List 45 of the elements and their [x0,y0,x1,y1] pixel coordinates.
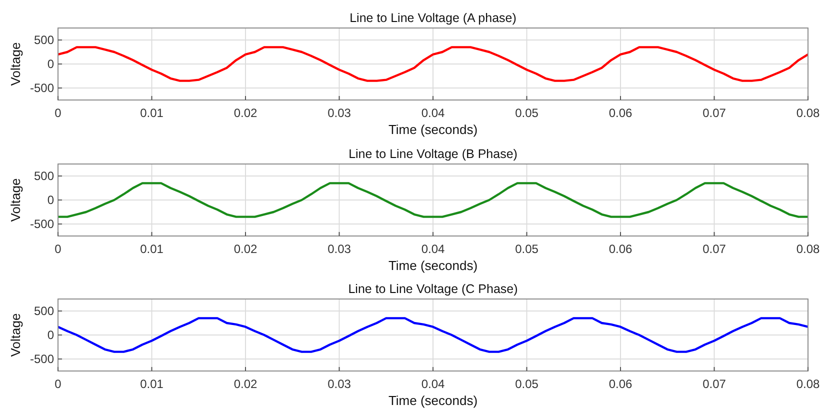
x-tick-label: 0.04 [421,242,445,256]
x-tick-label: 0.01 [140,377,164,391]
x-axis-title: Time (seconds) [388,258,478,273]
y-tick-label: -500 [30,217,54,231]
chart-title: Line to Line Voltage (A phase) [350,11,516,25]
x-tick-label: 0.02 [234,242,258,256]
x-axis-title: Time (seconds) [388,122,478,137]
y-tick-label: -500 [30,81,54,95]
x-tick-label: 0.03 [328,106,352,120]
y-tick-label: 500 [34,304,54,318]
x-tick-label: 0.07 [702,242,726,256]
x-tick-label: 0.08 [796,106,820,120]
x-tick-label: 0.03 [328,377,352,391]
x-tick-label: 0.05 [515,106,539,120]
x-tick-label: 0.07 [702,106,726,120]
x-tick-label: 0.05 [515,377,539,391]
y-tick-label: 500 [34,33,54,47]
x-tick-label: 0.04 [421,377,445,391]
y-tick-label: 0 [47,328,54,342]
x-tick-label: 0.05 [515,242,539,256]
y-tick-label: 0 [47,57,54,71]
chart-title: Line to Line Voltage (B Phase) [348,147,518,161]
x-tick-label: 0.01 [140,106,164,120]
y-axis-title: Voltage [8,313,23,357]
y-axis-title: Voltage [8,178,23,222]
line-series [56,46,810,82]
y-axis-title: Voltage [8,42,23,86]
x-tick-label: 0.06 [608,377,632,391]
x-tick-label: 0.06 [608,106,632,120]
x-tick-label: 0.02 [234,106,258,120]
x-tick-label: 0.04 [421,106,445,120]
line-series [56,317,810,353]
x-tick-label: 0.08 [796,377,820,391]
x-tick-label: 0.02 [234,377,258,391]
x-tick-label: 0.03 [328,242,352,256]
y-tick-label: 500 [34,169,54,183]
line-series [56,182,810,218]
x-axis-title: Time (seconds) [388,393,478,408]
x-tick-label: 0.06 [608,242,632,256]
x-tick-label: 0.08 [796,242,820,256]
chart-title: Line to Line Voltage (C Phase) [348,282,518,296]
x-tick-label: 0.01 [140,242,164,256]
y-tick-label: 0 [47,193,54,207]
y-tick-label: -500 [30,352,54,366]
x-tick-label: 0.07 [702,377,726,391]
